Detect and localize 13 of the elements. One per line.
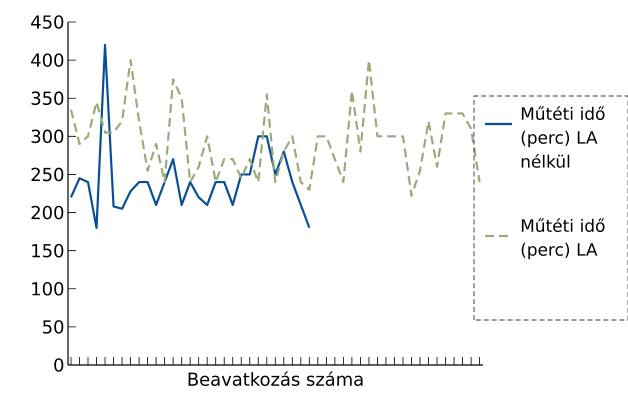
x-axis-title: Beavatkozás száma	[188, 371, 363, 386]
legend-label: Műtéti idő (perc) LA nélkül	[522, 106, 604, 168]
legend-label: Műtéti idő (perc) LA	[522, 218, 604, 260]
y-tick-label: 450	[31, 15, 64, 29]
y-tick-label: 300	[32, 130, 64, 144]
y-tick-label: 350	[32, 91, 64, 105]
y-tick-label: 0	[54, 358, 64, 372]
y-tick-label: 150	[32, 244, 64, 258]
y-tick-label: 100	[32, 282, 64, 296]
y-tick-label: 50	[43, 320, 64, 334]
y-tick-label: 200	[32, 206, 64, 220]
y-tick-label: 400	[31, 53, 64, 67]
y-tick-label: 250	[32, 168, 64, 182]
